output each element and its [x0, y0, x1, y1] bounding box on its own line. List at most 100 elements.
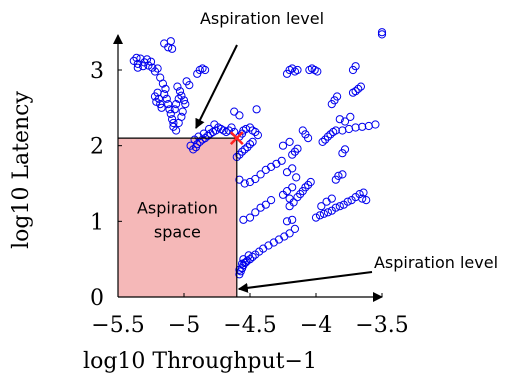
data-point	[158, 79, 167, 88]
data-point	[323, 208, 332, 217]
x-tick-label: −5	[168, 313, 200, 338]
data-point	[351, 87, 360, 96]
data-point	[162, 94, 171, 103]
data-point	[172, 126, 181, 135]
data-point	[331, 126, 340, 135]
data-point	[277, 156, 286, 165]
data-point	[178, 107, 187, 116]
data-point	[293, 65, 302, 75]
data-point	[285, 194, 294, 203]
data-point	[306, 177, 315, 187]
data-point	[245, 140, 255, 149]
data-point	[185, 81, 194, 90]
data-point	[150, 92, 160, 101]
data-point	[227, 123, 236, 132]
data-point	[154, 94, 163, 103]
data-point	[346, 112, 355, 122]
data-point	[132, 53, 141, 63]
data-point	[327, 194, 336, 203]
data-point	[150, 67, 160, 76]
data-point	[290, 147, 299, 156]
data-point	[344, 124, 354, 134]
data-point	[321, 135, 330, 144]
data-point	[293, 144, 302, 153]
data-point	[292, 173, 301, 182]
x-ticks: −5.5 −5 −4.5 −4 −3.5	[91, 293, 409, 338]
data-point	[235, 175, 244, 184]
data-point	[311, 213, 321, 222]
data-point	[377, 30, 387, 39]
data-point	[296, 190, 305, 199]
data-point	[267, 196, 276, 205]
data-point	[338, 170, 347, 179]
data-point	[156, 100, 165, 109]
data-point	[244, 251, 253, 260]
data-point	[288, 164, 297, 173]
aspiration-level-marker	[229, 131, 244, 145]
data-point	[166, 37, 175, 46]
data-point	[169, 118, 178, 128]
data-point	[371, 120, 380, 129]
data-point	[351, 123, 360, 132]
data-point	[288, 150, 297, 159]
marker-stroke	[229, 131, 244, 145]
data-point	[340, 117, 350, 126]
data-point	[205, 124, 214, 134]
data-point	[355, 190, 364, 199]
data-point	[282, 217, 292, 226]
data-point	[201, 65, 210, 75]
data-point	[170, 105, 179, 114]
x-tick-label: −4	[300, 313, 332, 338]
data-point	[210, 120, 219, 129]
data-point	[164, 100, 173, 109]
data-point	[319, 209, 328, 218]
data-point	[358, 194, 367, 203]
data-point	[358, 122, 367, 131]
data-point	[142, 55, 152, 64]
aspiration-space-label: Aspiration	[137, 199, 218, 218]
data-point	[251, 208, 260, 217]
data-point	[318, 137, 327, 146]
data-point	[248, 252, 257, 261]
data-point	[239, 255, 248, 264]
y-tick-label: 0	[90, 286, 104, 311]
data-point	[133, 63, 142, 72]
data-point	[278, 141, 288, 150]
data-point	[245, 123, 255, 132]
data-point	[146, 57, 156, 66]
data-point	[173, 82, 182, 91]
data-point	[335, 202, 344, 211]
y-tick-label: 2	[90, 135, 104, 160]
data-point	[356, 82, 365, 91]
data-point	[235, 111, 244, 120]
data-point	[240, 179, 249, 188]
data-point	[293, 193, 302, 202]
data-point	[172, 100, 181, 109]
data-point	[181, 100, 190, 109]
data-point	[177, 112, 186, 122]
data-point	[157, 103, 166, 112]
aspiration-space-label-2: space	[154, 223, 201, 242]
aspiration-space-region	[118, 138, 237, 297]
data-point	[359, 188, 368, 197]
data-point	[285, 137, 294, 146]
data-point	[326, 130, 335, 139]
data-point	[168, 44, 177, 53]
data-point	[175, 87, 185, 96]
data-point	[333, 92, 342, 101]
aspiration-level-top-label: Aspiration level	[200, 9, 324, 28]
data-point	[248, 137, 257, 146]
data-point	[235, 150, 244, 159]
aspiration-level-right-arrow	[237, 271, 373, 293]
data-point	[261, 200, 270, 209]
data-point	[317, 202, 326, 211]
data-point	[241, 124, 251, 134]
data-point	[315, 211, 325, 220]
data-point	[230, 107, 239, 116]
data-point	[241, 258, 251, 267]
data-point	[343, 197, 352, 206]
data-point	[256, 170, 265, 179]
x-tick-label: −5.5	[91, 313, 144, 338]
y-tick-label: 1	[90, 210, 104, 235]
